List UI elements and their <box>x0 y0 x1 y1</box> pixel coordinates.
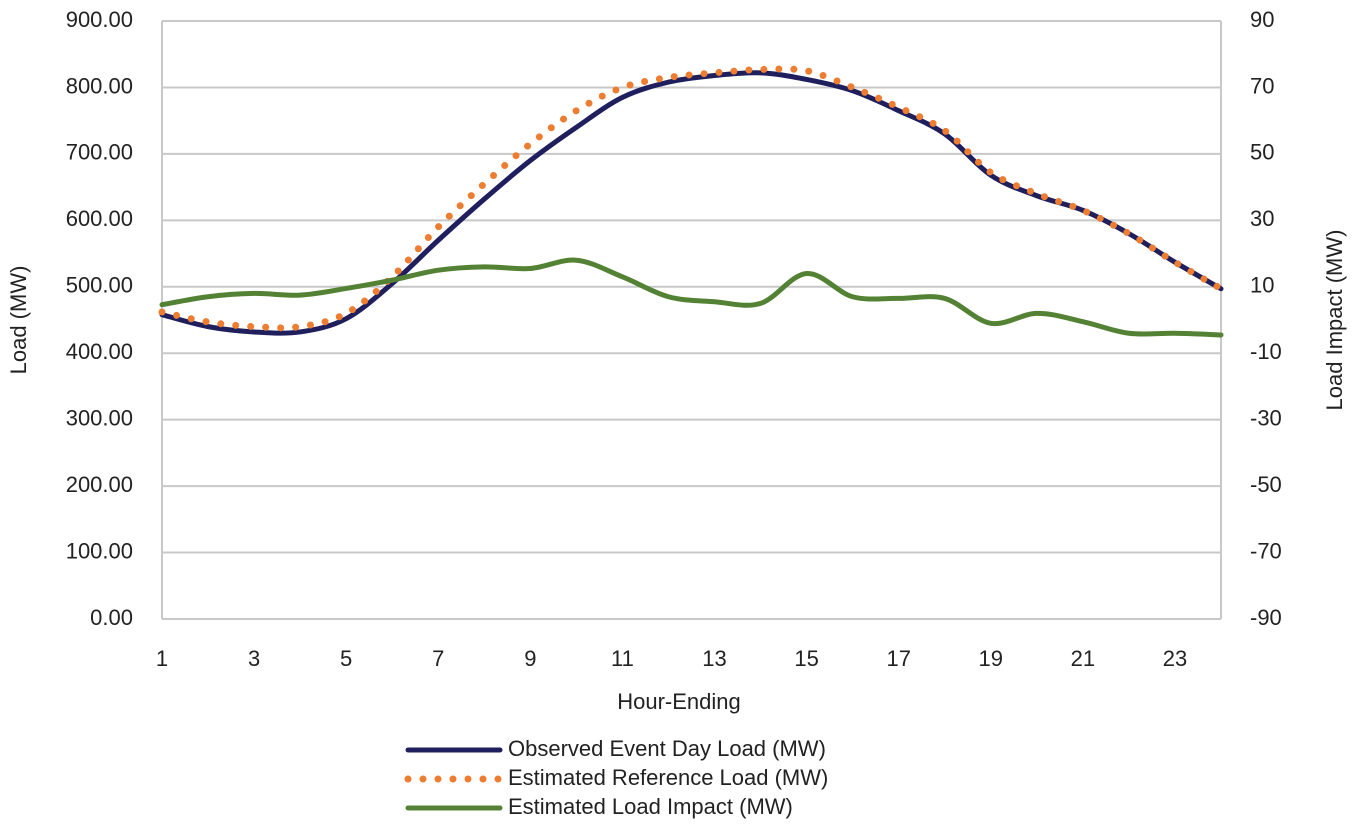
y-tick-label: 600.00 <box>66 206 133 231</box>
y-tick-label: 300.00 <box>66 405 133 430</box>
y2-tick-label: -90 <box>1250 605 1282 630</box>
y-tick-label: 700.00 <box>66 140 133 165</box>
legend-label: Observed Event Day Load (MW) <box>508 736 826 761</box>
y-tick-label: 200.00 <box>66 472 133 497</box>
y2-tick-label: -70 <box>1250 538 1282 563</box>
legend-label: Estimated Reference Load (MW) <box>508 765 828 790</box>
y-tick-label: 0.00 <box>90 605 133 630</box>
legend-label: Estimated Load Impact (MW) <box>508 794 793 819</box>
x-tick-label: 21 <box>1071 646 1095 671</box>
x-tick-label: 17 <box>886 646 910 671</box>
y-tick-label: 800.00 <box>66 73 133 98</box>
x-tick-label: 3 <box>248 646 260 671</box>
y2-tick-label: 30 <box>1250 206 1274 231</box>
x-tick-label: 1 <box>156 646 168 671</box>
y2-tick-label: 70 <box>1250 73 1274 98</box>
y2-axis-title: Load Impact (MW) <box>1322 230 1347 411</box>
y2-tick-label: 90 <box>1250 7 1274 32</box>
x-tick-label: 9 <box>524 646 536 671</box>
x-tick-label: 5 <box>340 646 352 671</box>
x-tick-label: 13 <box>702 646 726 671</box>
series-line <box>159 70 1224 336</box>
y2-tick-label: 10 <box>1250 273 1274 298</box>
y-axis-title: Load (MW) <box>6 266 31 375</box>
y2-tick-label: -30 <box>1250 405 1282 430</box>
series-line <box>158 65 1225 332</box>
x-tick-label: 15 <box>794 646 818 671</box>
y-tick-label: 500.00 <box>66 273 133 298</box>
x-tick-label: 19 <box>979 646 1003 671</box>
x-tick-label: 11 <box>611 646 634 671</box>
series-line <box>159 257 1224 338</box>
x-axis-title: Hour-Ending <box>617 689 741 714</box>
y-tick-label: 100.00 <box>66 538 133 563</box>
y-tick-label: 900.00 <box>66 7 133 32</box>
x-tick-label: 7 <box>432 646 444 671</box>
y-tick-label: 400.00 <box>66 339 133 364</box>
y2-tick-label: 50 <box>1250 140 1274 165</box>
x-tick-label: 23 <box>1163 646 1187 671</box>
y2-tick-label: -10 <box>1250 339 1282 364</box>
y2-tick-label: -50 <box>1250 472 1282 497</box>
